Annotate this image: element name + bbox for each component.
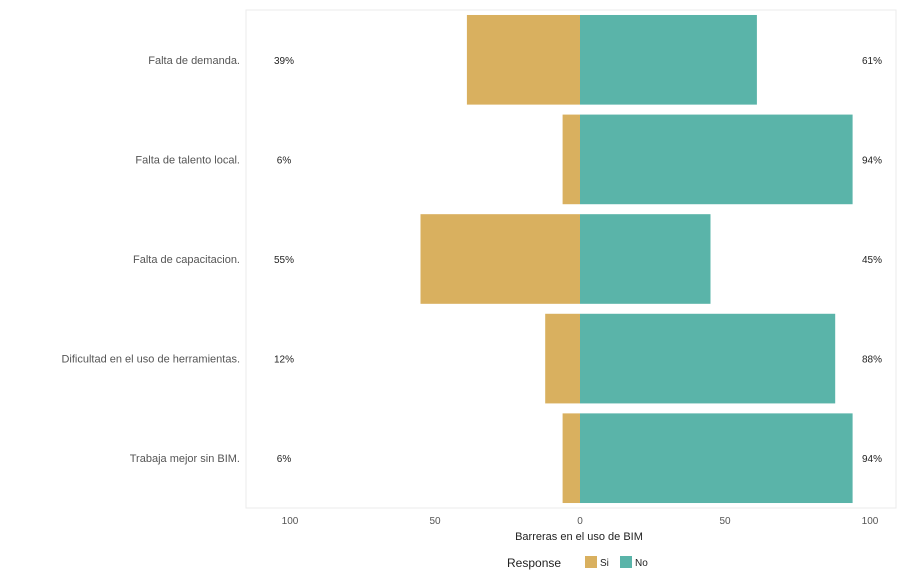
x-tick-label-3: 50 — [719, 516, 731, 527]
x-axis-title: Barreras en el uso de BIM — [515, 531, 643, 543]
x-tick-label-4: 100 — [862, 516, 879, 527]
value-label-no-4: 94% — [862, 454, 882, 465]
bar-no-4 — [580, 413, 853, 504]
bar-si-4 — [562, 413, 580, 504]
bar-no-0 — [580, 14, 757, 105]
value-label-si-3: 12% — [274, 355, 294, 366]
bar-si-0 — [466, 14, 580, 105]
category-label-1: Falta de talento local. — [135, 154, 240, 166]
value-label-no-2: 45% — [862, 255, 882, 266]
legend-title: Response — [507, 556, 561, 570]
x-tick-label-2: 0 — [577, 516, 583, 527]
bar-si-3 — [545, 313, 580, 404]
value-label-no-1: 94% — [862, 155, 882, 166]
category-label-2: Falta de capacitacion. — [133, 254, 240, 266]
value-label-si-0: 39% — [274, 56, 294, 67]
legend-label-no: No — [635, 558, 648, 569]
category-label-4: Trabaja mejor sin BIM. — [130, 453, 240, 465]
bar-si-1 — [562, 114, 580, 205]
bar-no-2 — [580, 214, 711, 304]
category-label-0: Falta de demanda. — [148, 55, 240, 67]
legend-label-si: Si — [600, 558, 609, 569]
value-label-si-4: 6% — [277, 454, 292, 465]
value-label-no-0: 61% — [862, 56, 882, 67]
value-label-si-2: 55% — [274, 255, 294, 266]
bar-si-2 — [420, 214, 580, 304]
legend-key-si — [585, 556, 597, 568]
value-label-no-3: 88% — [862, 355, 882, 366]
value-label-si-1: 6% — [277, 155, 292, 166]
legend: Response Si No — [507, 556, 648, 570]
x-tick-label-1: 50 — [429, 516, 441, 527]
bar-no-3 — [580, 313, 836, 404]
x-tick-label-0: 100 — [282, 516, 299, 527]
legend-key-no — [620, 556, 632, 568]
bar-no-1 — [580, 114, 853, 205]
category-label-3: Dificultad en el uso de herramientas. — [61, 354, 240, 366]
